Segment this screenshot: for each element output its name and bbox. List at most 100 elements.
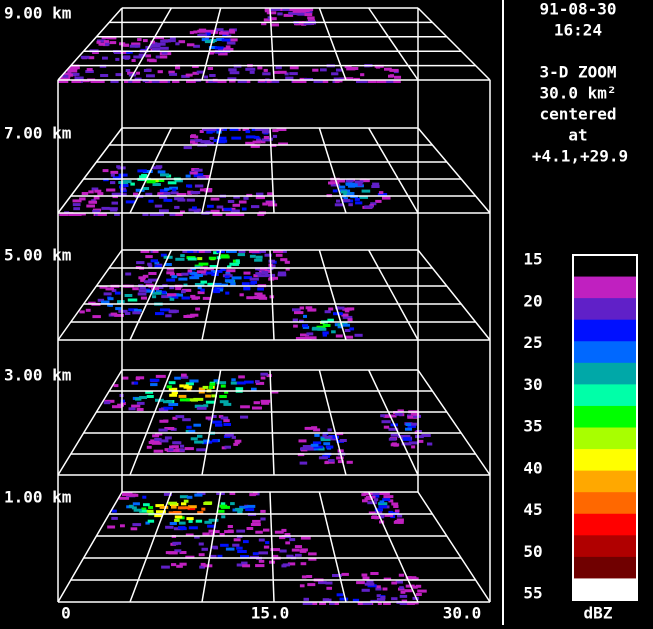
echo-cell	[355, 201, 363, 205]
colorbar-unit: dBZ	[584, 604, 613, 623]
echo-cell	[284, 260, 290, 264]
echo-cell	[395, 580, 404, 584]
echo-cell	[339, 185, 346, 189]
echo-cell	[287, 562, 296, 566]
echo-cell	[135, 188, 145, 192]
echo-cell	[346, 193, 353, 197]
echo-cell	[150, 383, 158, 387]
echo-cell	[294, 22, 304, 26]
echo-cell	[241, 207, 247, 211]
echo-cell	[197, 175, 206, 179]
grid-line	[269, 7, 275, 81]
echo-cell	[378, 191, 384, 195]
echo-cell	[237, 80, 247, 83]
echo-cell	[186, 314, 195, 318]
echo-cell	[177, 293, 184, 297]
echo-cell	[334, 203, 344, 207]
echo-cell	[150, 40, 156, 44]
echo-cell	[194, 535, 200, 539]
echo-cell	[181, 74, 190, 78]
echo-cell	[221, 515, 226, 519]
echo-cell	[396, 518, 404, 522]
echo-cell	[132, 287, 139, 291]
echo-cell	[303, 9, 310, 12]
echo-cell	[163, 492, 172, 496]
echo-cell	[270, 80, 280, 83]
echo-cell	[99, 285, 108, 289]
echo-cell	[189, 276, 200, 280]
echo-cell	[194, 404, 205, 408]
echo-cell	[227, 77, 237, 81]
echo-cell	[415, 593, 422, 596]
echo-cell	[238, 375, 245, 379]
echo-cell	[200, 140, 210, 144]
echo-cell	[281, 564, 287, 568]
echo-cell	[219, 395, 227, 398]
echo-cell	[320, 68, 327, 72]
echo-cell	[101, 300, 110, 304]
echo-cell	[289, 66, 299, 70]
echo-cell	[124, 294, 133, 297]
echo-cell	[210, 197, 220, 201]
echo-cell	[296, 8, 304, 11]
echo-cell	[412, 585, 418, 589]
echo-cell	[131, 42, 141, 46]
grid-line	[269, 369, 275, 476]
echo-cell	[352, 598, 360, 602]
echo-cell	[250, 523, 261, 526]
echo-cell	[112, 405, 122, 409]
echo-cell	[111, 509, 117, 513]
echo-cell	[203, 404, 209, 408]
echo-cell	[262, 79, 272, 83]
echo-cell	[192, 206, 197, 210]
echo-cell	[109, 207, 118, 211]
echo-cell	[133, 192, 139, 196]
echo-cell	[261, 401, 270, 405]
echo-cell	[80, 55, 90, 59]
echo-cell	[156, 510, 166, 514]
echo-cell	[330, 183, 341, 187]
echo-cell	[330, 181, 340, 185]
echo-cell	[185, 533, 194, 537]
echo-cell	[163, 400, 173, 404]
echo-cell	[102, 169, 109, 173]
echo-cell	[131, 404, 141, 408]
echo-cell	[101, 206, 110, 210]
echo-cell	[258, 295, 266, 299]
echo-cell	[102, 56, 108, 60]
echo-cell	[417, 439, 424, 443]
echo-cell	[354, 333, 363, 337]
echo-cell	[207, 204, 214, 208]
echo-cell	[339, 597, 349, 601]
echo-cell	[332, 574, 342, 577]
echo-cell	[385, 602, 391, 605]
echo-cell	[199, 188, 205, 192]
echo-cell	[118, 173, 128, 177]
echo-cell	[238, 250, 246, 253]
echo-cell	[382, 587, 388, 591]
echo-cell	[279, 250, 287, 253]
echo-cell	[377, 602, 382, 605]
echo-cell	[161, 565, 170, 569]
echo-cell	[230, 207, 236, 211]
echo-cell	[373, 498, 379, 502]
echo-cell	[195, 138, 203, 142]
echo-cell	[225, 291, 230, 295]
echo-cell	[252, 552, 259, 556]
echo-cell	[264, 8, 271, 11]
echo-cell	[106, 188, 116, 192]
echo-cell	[362, 602, 372, 605]
colorbar-segment	[573, 427, 637, 450]
echo-cell	[136, 408, 144, 411]
echo-cell	[190, 191, 201, 194]
echo-cell	[142, 495, 147, 499]
echo-cell	[172, 188, 177, 192]
echo-cell	[307, 308, 317, 312]
echo-cell	[277, 250, 283, 253]
echo-cell	[265, 273, 276, 277]
echo-cell	[190, 171, 198, 175]
echo-cell	[415, 435, 424, 439]
echo-cell	[213, 379, 220, 383]
echo-cell	[143, 39, 148, 43]
echo-cell	[299, 306, 305, 310]
